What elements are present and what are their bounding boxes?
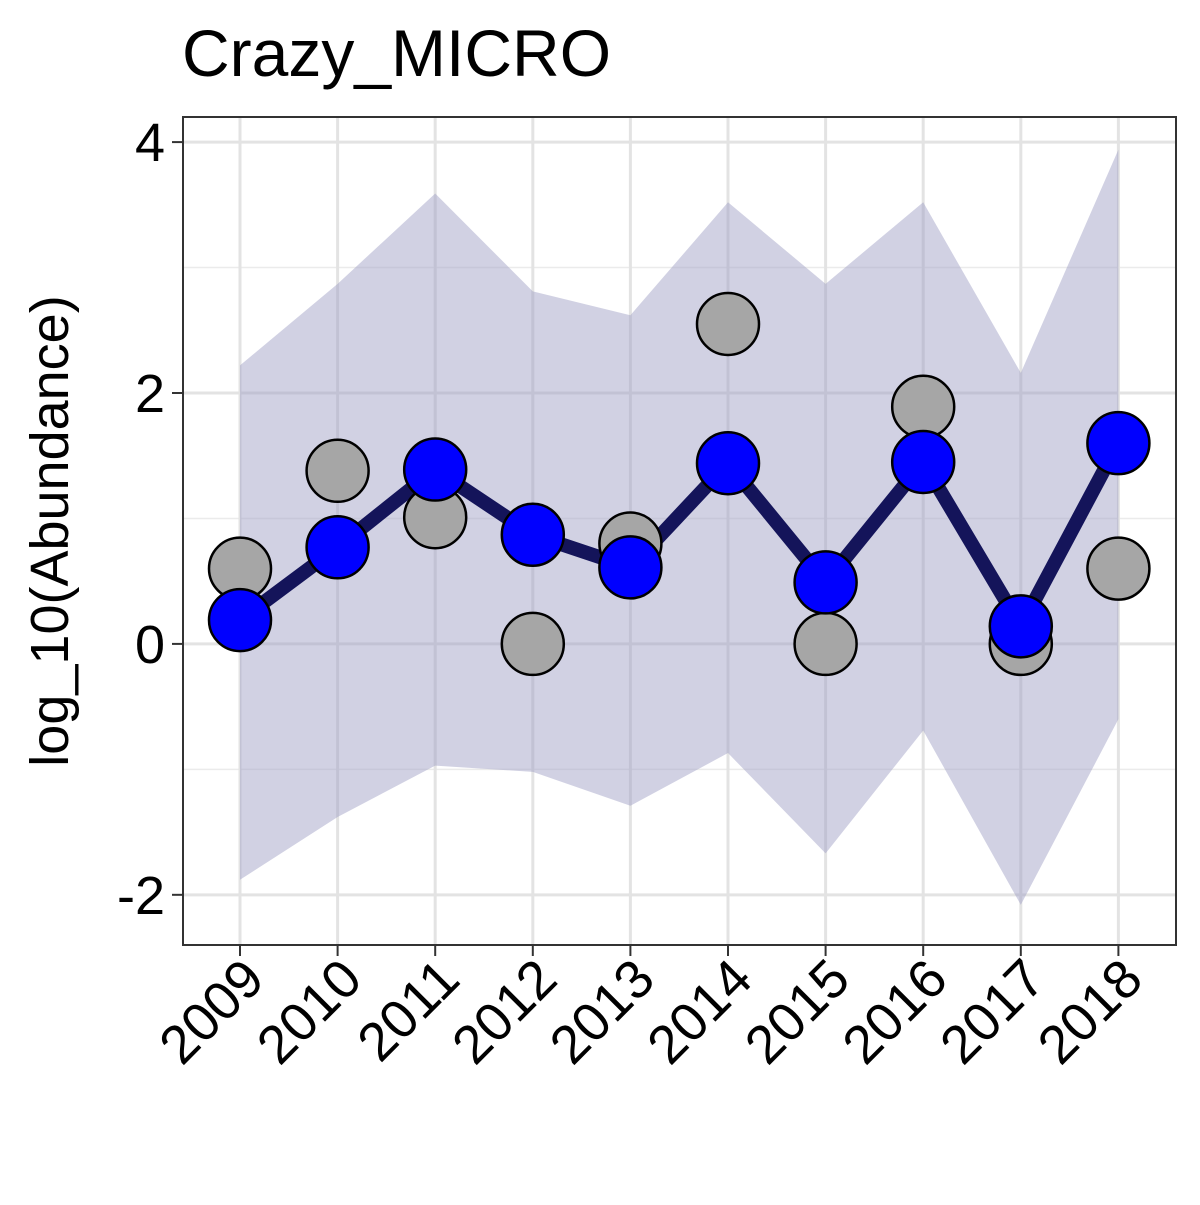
fitted-point bbox=[695, 431, 761, 496]
y-tick-label: 0 bbox=[135, 615, 165, 675]
fitted-point bbox=[890, 429, 956, 495]
fitted-point bbox=[598, 535, 663, 600]
y-tick-label: 4 bbox=[135, 113, 165, 173]
observed-point bbox=[1086, 536, 1151, 601]
grid-layer bbox=[183, 117, 1176, 945]
fitted-point bbox=[1086, 410, 1151, 476]
observed-point bbox=[793, 611, 858, 677]
observed-point bbox=[500, 611, 566, 677]
fitted-line bbox=[233, 436, 1126, 634]
fitted-point bbox=[500, 502, 566, 568]
fitted-point bbox=[207, 587, 273, 653]
fitted-line-layer bbox=[233, 436, 1126, 634]
y-axis: -2 0 2 4 bbox=[117, 113, 183, 926]
fitted-point bbox=[402, 437, 468, 502]
observed-point bbox=[695, 291, 761, 357]
fitted-point bbox=[793, 550, 858, 615]
plot-panel-border bbox=[182, 116, 1177, 946]
y-tick-label: -2 bbox=[117, 866, 165, 926]
fitted-point bbox=[988, 594, 1054, 659]
confidence-band bbox=[240, 149, 1119, 905]
chart-title: Crazy_MICRO bbox=[182, 16, 611, 90]
observed-point bbox=[890, 374, 956, 440]
fitted-points-layer bbox=[207, 410, 1151, 659]
fitted-point bbox=[305, 515, 370, 580]
y-tick-label: 2 bbox=[135, 364, 165, 424]
observed-point bbox=[305, 438, 370, 504]
y-axis-label: log_10(Abundance) bbox=[20, 295, 80, 766]
confidence-band-layer bbox=[240, 149, 1119, 905]
